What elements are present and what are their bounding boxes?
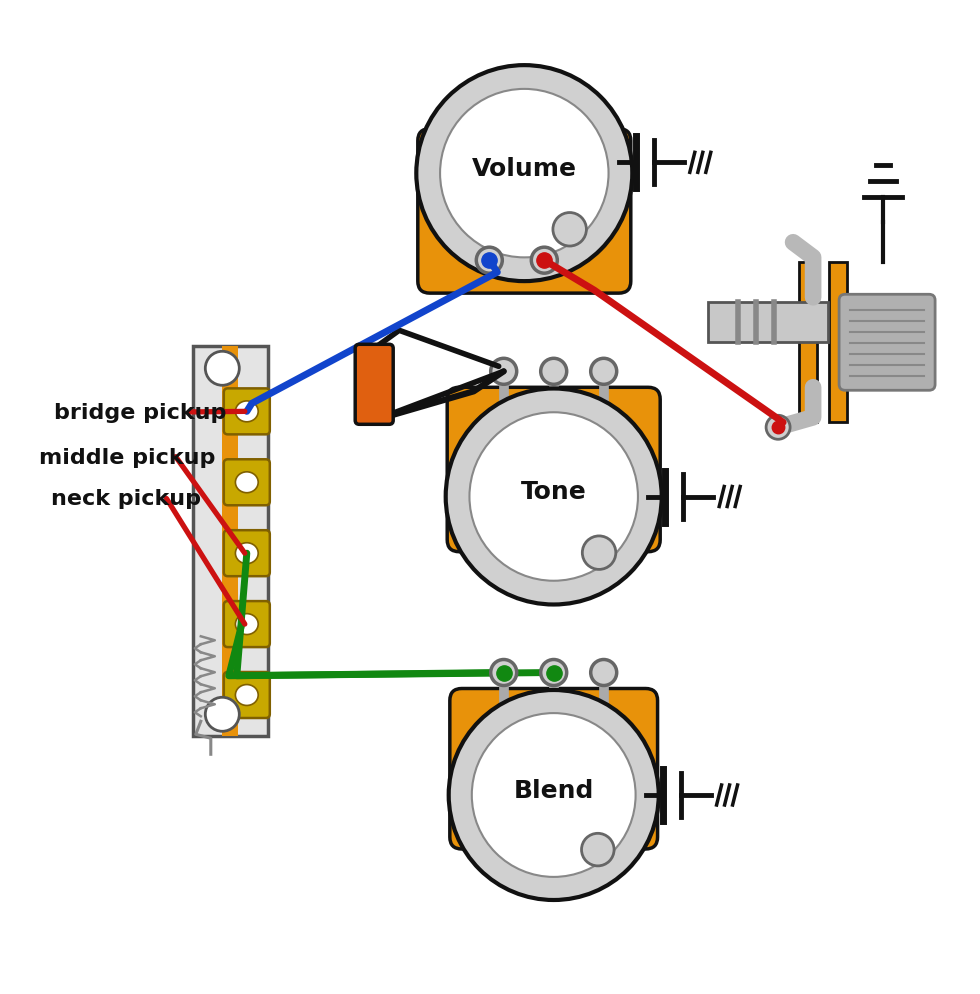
Bar bbox=[222, 347, 238, 737]
Text: Blend: Blend bbox=[514, 778, 594, 802]
Ellipse shape bbox=[235, 402, 258, 422]
Circle shape bbox=[205, 698, 239, 732]
FancyBboxPatch shape bbox=[355, 345, 393, 424]
Bar bbox=[193, 347, 268, 737]
Circle shape bbox=[581, 834, 614, 866]
Circle shape bbox=[591, 660, 616, 686]
FancyBboxPatch shape bbox=[223, 531, 270, 577]
Ellipse shape bbox=[235, 543, 258, 564]
Ellipse shape bbox=[235, 472, 258, 493]
FancyBboxPatch shape bbox=[447, 388, 661, 552]
Circle shape bbox=[541, 359, 566, 385]
FancyBboxPatch shape bbox=[450, 689, 658, 849]
FancyBboxPatch shape bbox=[223, 601, 270, 647]
Text: middle pickup: middle pickup bbox=[39, 447, 216, 467]
Bar bbox=[799, 263, 817, 422]
Circle shape bbox=[476, 248, 503, 274]
Circle shape bbox=[582, 537, 615, 570]
Circle shape bbox=[446, 389, 662, 605]
Text: bridge pickup: bridge pickup bbox=[54, 403, 226, 422]
Circle shape bbox=[553, 214, 586, 247]
Circle shape bbox=[205, 352, 239, 386]
Circle shape bbox=[766, 415, 790, 439]
Circle shape bbox=[471, 714, 636, 877]
Circle shape bbox=[469, 413, 638, 581]
Circle shape bbox=[491, 359, 516, 385]
Circle shape bbox=[541, 660, 566, 686]
FancyBboxPatch shape bbox=[417, 129, 631, 294]
Circle shape bbox=[491, 660, 516, 686]
FancyBboxPatch shape bbox=[223, 460, 270, 506]
Text: neck pickup: neck pickup bbox=[51, 489, 201, 509]
Circle shape bbox=[440, 89, 609, 258]
Text: Tone: Tone bbox=[520, 480, 587, 504]
Bar bbox=[829, 263, 847, 422]
Circle shape bbox=[449, 690, 659, 901]
Circle shape bbox=[591, 359, 616, 385]
Ellipse shape bbox=[235, 614, 258, 635]
Bar bbox=[709, 303, 828, 343]
FancyBboxPatch shape bbox=[839, 295, 935, 391]
FancyBboxPatch shape bbox=[223, 672, 270, 719]
Text: Volume: Volume bbox=[471, 157, 577, 181]
Circle shape bbox=[416, 66, 632, 282]
FancyBboxPatch shape bbox=[223, 389, 270, 435]
Circle shape bbox=[531, 248, 558, 274]
Ellipse shape bbox=[235, 685, 258, 706]
